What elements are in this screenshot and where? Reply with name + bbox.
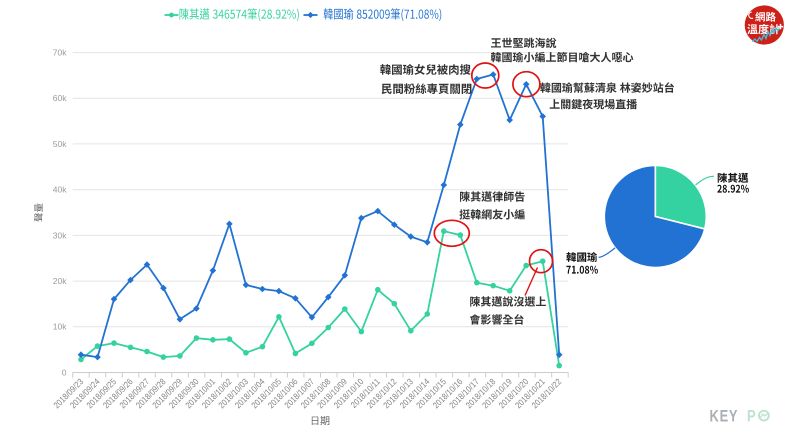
svg-text:KEY: KEY — [710, 408, 739, 426]
svg-text:40k: 40k — [53, 185, 67, 195]
svg-text:30k: 30k — [53, 230, 67, 240]
svg-text:0: 0 — [62, 368, 67, 378]
svg-text:10k: 10k — [53, 322, 67, 332]
svg-text:70k: 70k — [53, 48, 67, 58]
svg-text:P: P — [747, 408, 756, 426]
svg-text:50k: 50k — [53, 139, 67, 149]
svg-text:20k: 20k — [53, 276, 67, 286]
svg-text:60k: 60k — [53, 93, 67, 103]
